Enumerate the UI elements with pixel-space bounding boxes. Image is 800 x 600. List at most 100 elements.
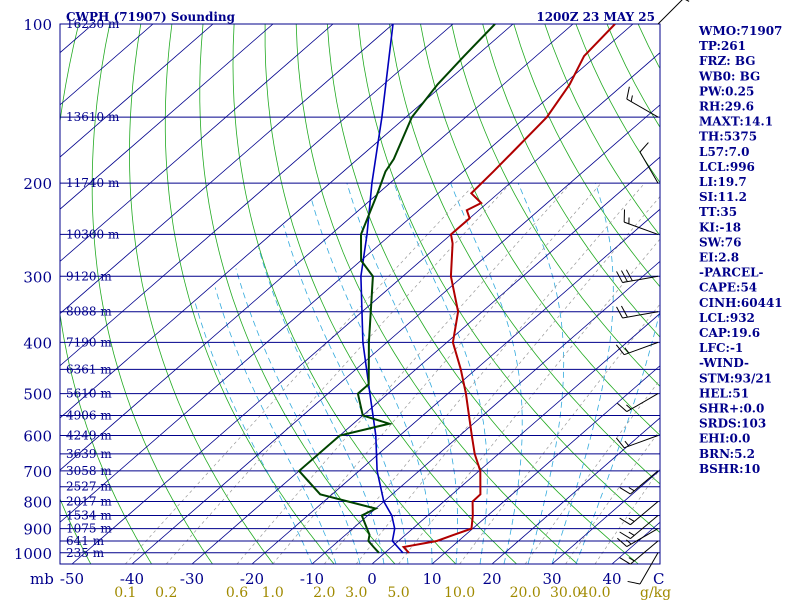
wind-barb [619, 470, 659, 495]
wind-barb-flag [627, 580, 641, 585]
wind-barb-half-flag [626, 539, 632, 545]
isotherm-line [251, 208, 660, 564]
index-item: L57:7.0 [699, 145, 749, 159]
mixing-ratio-line [459, 303, 660, 564]
wind-barb [616, 269, 659, 284]
mixing-ratio-unit-label: g/kg [640, 585, 671, 600]
pressure-tick-label: 600 [23, 427, 52, 445]
moist-adiabat-line [194, 301, 313, 564]
pressure-tick-label: 1000 [14, 545, 52, 563]
mixing-ratio-line [272, 182, 602, 564]
moist-adiabat-line [311, 199, 433, 564]
valid-time: 1200Z 23 MAY 25 [536, 10, 655, 24]
wind-barb-flag [639, 142, 649, 153]
index-item: MAXT:14.1 [699, 115, 773, 129]
wind-barb-staff [630, 470, 659, 495]
wind-barbs [615, 0, 690, 585]
temperature-tick-label: 10 [422, 570, 441, 588]
index-item: CINH:60441 [699, 296, 783, 310]
height-label: 10300 m [66, 227, 120, 241]
height-label: 13610 m [66, 110, 120, 124]
index-item: LCL:996 [699, 160, 755, 174]
pressure-tick-label: 200 [23, 175, 52, 193]
index-item: SI:11.2 [699, 190, 747, 204]
pressure-unit-label: mb [30, 570, 54, 588]
pressure-tick-labels: 100 200 300 400 500 600 700 800 900 1000 [14, 16, 52, 563]
pressure-tick-label: 900 [23, 521, 52, 539]
temperature-tick-label: 20 [482, 570, 501, 588]
plot-frame [59, 23, 661, 565]
wind-barb-half-flag [630, 95, 633, 102]
pressure-tick-label: 300 [23, 268, 52, 286]
temperature-tick-labels: -50 -40 -30 -20 -10 0 10 20 30 40 [60, 570, 622, 588]
moist-adiabat-line [551, 183, 614, 564]
isotherm-line [191, 156, 660, 564]
mixing-ratio-line [355, 195, 660, 564]
wind-barb [627, 552, 659, 585]
mixing-ratio-line [324, 182, 645, 564]
temperature-line [401, 24, 616, 554]
index-item: LCL:932 [699, 311, 755, 325]
wind-barb-staff [626, 528, 659, 548]
isotherm-line [60, 24, 274, 210]
wind-barb-staff [639, 552, 659, 585]
isotherm-line [491, 417, 660, 564]
chart-title: CWPH (71907) Sounding [66, 10, 236, 24]
index-item: TH:5375 [699, 130, 757, 144]
wind-barb-flag [616, 271, 623, 283]
index-item: LFC:-1 [699, 341, 743, 355]
isotherm-line [311, 260, 660, 564]
wind-barb [657, 0, 690, 25]
temperature-tick-label: -40 [120, 570, 144, 588]
wind-barb [639, 142, 659, 184]
parcel-path [360, 24, 404, 554]
pressure-tick-label: 700 [23, 463, 52, 481]
wind-barb [617, 393, 659, 413]
index-item: SW:76 [699, 235, 741, 249]
height-label: 2017 m [66, 495, 112, 509]
height-label: 4906 m [66, 409, 112, 423]
moist-adiabat-line [393, 183, 488, 564]
dry-adiabat-line [451, 24, 660, 387]
wind-barb-staff [626, 393, 659, 413]
isotherm-line [60, 24, 214, 158]
wind-barb [619, 501, 659, 526]
dry-adiabat-line [232, 24, 457, 564]
dry-adiabat-line [513, 24, 660, 288]
wind-barb [619, 515, 659, 540]
wind-barb-flag [617, 537, 628, 547]
temperature-tick-label: -10 [300, 570, 324, 588]
wind-barb-half-flag [624, 347, 630, 354]
wind-barb-half-flag [628, 557, 635, 562]
height-labels: 16230 m 13610 m 11740 m 10300 m 9120 m 8088 m… [66, 17, 120, 560]
index-item: FRZ: BG [699, 54, 755, 68]
isotherm-line [60, 24, 334, 262]
wind-barb-flag [621, 270, 628, 282]
isotherm-line [60, 24, 394, 315]
index-item: BRN:5.2 [699, 447, 755, 461]
temperature-tick-label: 40 [602, 570, 621, 588]
mixing-ratio-tick-label: 40.0 [579, 585, 610, 600]
index-item: EHI:0.0 [699, 432, 750, 446]
wind-barb-staff [630, 515, 659, 539]
wind-barb-flag [619, 531, 631, 540]
wind-barb-staff [639, 151, 659, 184]
wind-barb-flag [617, 402, 628, 412]
index-item: BSHR:10 [699, 462, 760, 476]
mixing-ratio-line [165, 182, 511, 564]
wind-barb-flag [621, 305, 628, 318]
wind-barb [619, 540, 659, 565]
temperature-profile [401, 24, 616, 554]
wind-barb-staff [622, 311, 659, 319]
wind-barb-staff [626, 98, 659, 118]
temperature-tick-label: 0 [367, 570, 377, 588]
isotherm-line [131, 104, 660, 564]
height-label: 1075 m [66, 522, 112, 536]
dry-adiabat-line [358, 24, 660, 534]
wind-barb-staff [624, 341, 659, 356]
dry-adiabat-line [60, 24, 152, 564]
dry-adiabat-line [129, 24, 274, 564]
index-item: -PARCEL- [699, 266, 764, 280]
